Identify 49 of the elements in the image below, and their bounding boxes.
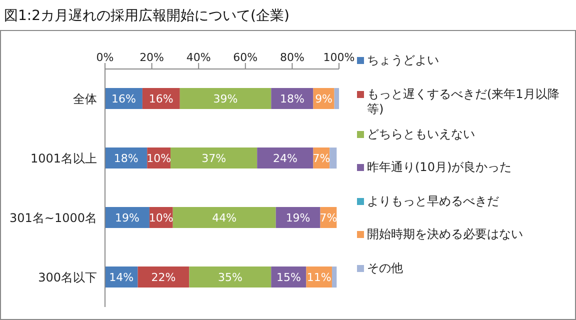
legend-label: その他 xyxy=(367,260,403,276)
data-label: 7% xyxy=(312,152,330,165)
x-tick-label: 20% xyxy=(140,51,164,64)
data-label: 16% xyxy=(148,92,174,106)
data-label: 14% xyxy=(109,270,134,284)
data-label: 16% xyxy=(111,92,136,106)
bar xyxy=(257,148,314,169)
bar xyxy=(271,88,314,110)
data-label: 10% xyxy=(146,152,172,165)
data-label: 35% xyxy=(218,270,242,284)
legend-label: もっと遅くするべきだ(来年1月以降等) xyxy=(367,86,560,116)
y-tick-label: 300名以下 xyxy=(38,270,97,285)
x-tick-label: 40% xyxy=(186,51,211,64)
data-label: 44% xyxy=(212,211,237,224)
y-tick-label: 1001名以上 xyxy=(30,152,97,166)
data-label: 39% xyxy=(213,92,238,106)
legend-label: ちょうどよい xyxy=(367,53,439,68)
data-label: 19% xyxy=(286,211,310,224)
legend-label: よりもっと早めるべきだ xyxy=(367,194,499,208)
bar xyxy=(330,148,337,169)
data-label: 11% xyxy=(306,270,332,284)
data-label: 18% xyxy=(280,92,304,106)
data-label: 15% xyxy=(276,270,301,284)
bar xyxy=(332,266,337,288)
x-tick-label: 60% xyxy=(233,51,258,64)
y-tick-label: 全体 xyxy=(73,92,97,106)
data-label: 24% xyxy=(272,152,298,165)
data-label: 37% xyxy=(202,152,226,165)
legend-label: 開始時期を決める必要はない xyxy=(367,227,523,242)
data-label: 18% xyxy=(114,152,138,165)
bar xyxy=(276,207,320,228)
x-tick-label: 100% xyxy=(323,51,355,64)
data-label: 10% xyxy=(148,211,174,224)
bar xyxy=(170,148,258,169)
legend-label: どちらともいえない xyxy=(367,126,475,142)
x-tick-label: 0% xyxy=(96,51,114,64)
bar xyxy=(172,207,276,228)
x-tick-label: 80% xyxy=(280,51,304,64)
bar xyxy=(138,266,190,288)
data-label: 9% xyxy=(315,92,333,106)
data-label: 7% xyxy=(320,211,338,224)
data-label: 22% xyxy=(151,270,176,284)
legend-label: 昨年通り(10月)が良かった xyxy=(367,160,512,175)
bar xyxy=(189,266,272,288)
bar xyxy=(334,88,339,110)
data-label: 19% xyxy=(115,211,140,224)
y-tick-label: 301名~1000名 xyxy=(10,211,97,226)
bar xyxy=(180,88,272,110)
chart-title: 図1:2カ月遅れの採用広報開始について(企業) xyxy=(4,7,290,25)
